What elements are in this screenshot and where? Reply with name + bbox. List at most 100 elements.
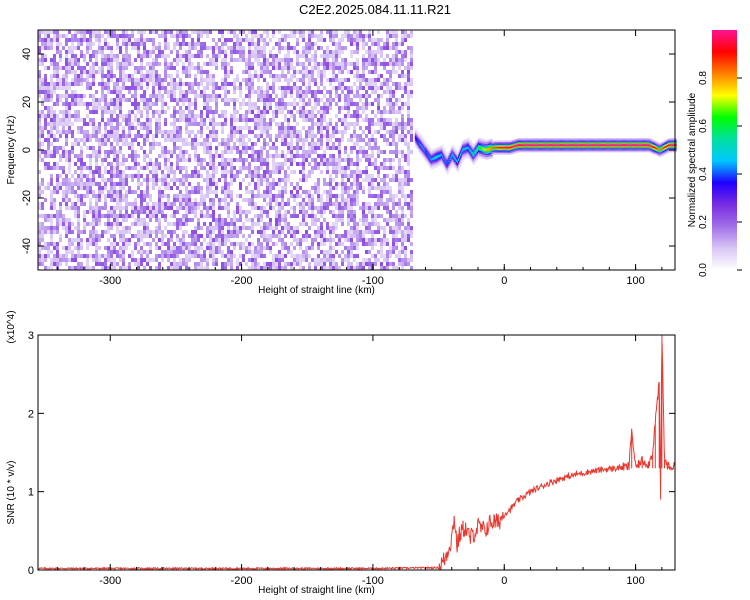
spectrogram-cell xyxy=(197,158,200,162)
spectrogram-cell xyxy=(74,102,77,106)
spectrogram-cell xyxy=(188,134,191,138)
spectrogram-cell xyxy=(65,262,68,266)
spectrogram-cell xyxy=(89,186,92,190)
spectrogram-cell xyxy=(308,234,311,238)
spectrogram-cell xyxy=(359,182,362,186)
spectrogram-cell xyxy=(65,158,68,162)
spectrogram-cell xyxy=(326,122,329,126)
spectrogram-cell xyxy=(113,166,116,170)
spectrogram-cell xyxy=(269,70,272,74)
spectrogram-cell xyxy=(173,150,176,154)
spectrogram-cell xyxy=(293,126,296,130)
spectrogram-cell xyxy=(335,222,338,226)
spectrogram-cell xyxy=(254,58,257,62)
spectrogram-cell xyxy=(311,90,314,94)
spectrogram-cell xyxy=(323,218,326,222)
spectrogram-cell xyxy=(311,134,314,138)
spectrogram-cell xyxy=(131,94,134,98)
spectrogram-cell xyxy=(254,106,257,110)
spectrogram-cell xyxy=(236,46,239,50)
spectrogram-cell xyxy=(98,138,101,142)
spectrogram-cell xyxy=(260,34,263,38)
spectrogram-cell xyxy=(398,138,401,142)
spectrogram-cell xyxy=(200,202,203,206)
spectrogram-cell xyxy=(272,98,275,102)
spectrogram-cell xyxy=(281,126,284,130)
spectrogram-cell xyxy=(392,158,395,162)
spectrogram-cell xyxy=(374,186,377,190)
spectrogram-cell xyxy=(278,230,281,234)
spectrogram-cell xyxy=(92,78,95,82)
spectrogram-cell xyxy=(281,226,284,230)
spectrogram-cell xyxy=(308,98,311,102)
spectrogram-cell xyxy=(125,182,128,186)
spectrogram-cell xyxy=(83,138,86,142)
spectrogram-cell xyxy=(398,162,401,166)
spectrogram-cell xyxy=(137,258,140,262)
spectrogram-cell xyxy=(143,218,146,222)
spectrogram-cell xyxy=(323,266,326,270)
spectrogram-cell xyxy=(149,78,152,82)
spectrogram-cell xyxy=(302,238,305,242)
spectrogram-cell xyxy=(380,202,383,206)
spectrogram-cell xyxy=(167,222,170,226)
spectrogram-cell xyxy=(245,102,248,106)
spectrogram-cell xyxy=(341,202,344,206)
spectrogram-cell xyxy=(272,90,275,94)
spectrogram-cell xyxy=(191,118,194,122)
spectrogram-cell xyxy=(314,146,317,150)
spectrogram-cell xyxy=(188,210,191,214)
spectrogram-cell xyxy=(293,134,296,138)
spectrogram-cell xyxy=(116,226,119,230)
spectrogram-cell xyxy=(251,254,254,258)
spectrogram-cell xyxy=(332,254,335,258)
spectrogram-cell xyxy=(239,130,242,134)
spectrogram-cell xyxy=(182,94,185,98)
spectrogram-cell xyxy=(275,226,278,230)
spectrogram-cell xyxy=(188,206,191,210)
spectrogram-cell xyxy=(338,254,341,258)
spectrogram-cell xyxy=(311,246,314,250)
spectrogram-cell xyxy=(68,166,71,170)
spectrogram-cell xyxy=(161,254,164,258)
spectrogram-cell xyxy=(248,210,251,214)
spectrogram-cell xyxy=(110,126,113,130)
spectrogram-cell xyxy=(347,234,350,238)
spectrogram-cell xyxy=(224,74,227,78)
spectrogram-cell xyxy=(95,162,98,166)
spectrogram-cell xyxy=(383,90,386,94)
spectrogram-cell xyxy=(218,54,221,58)
spectrogram-cell xyxy=(182,110,185,114)
spectrogram-cell xyxy=(368,262,371,266)
spectrogram-cell xyxy=(362,206,365,210)
spectrogram-cell xyxy=(158,190,161,194)
spectrogram-cell xyxy=(125,202,128,206)
spectrogram-cell xyxy=(338,106,341,110)
spectrogram-cell xyxy=(329,134,332,138)
spectrogram-cell xyxy=(308,142,311,146)
spectrogram-cell xyxy=(353,62,356,66)
spectrogram-cell xyxy=(356,198,359,202)
spectrogram-cell xyxy=(113,250,116,254)
spectrogram-cell xyxy=(356,226,359,230)
spectrogram-cell xyxy=(299,178,302,182)
spectrogram-cell xyxy=(143,78,146,82)
spectrogram-cell xyxy=(185,246,188,250)
spectrogram-cell xyxy=(365,174,368,178)
spectrogram-cell xyxy=(302,126,305,130)
spectrogram-cell xyxy=(275,78,278,82)
spectrogram-cell xyxy=(80,198,83,202)
spectrogram-cell xyxy=(350,238,353,242)
spectrogram-cell xyxy=(227,254,230,258)
spectrogram-cell xyxy=(65,34,68,38)
spectrogram-cell xyxy=(218,202,221,206)
spectrogram-cell xyxy=(314,266,317,270)
spectrogram-cell xyxy=(149,30,152,34)
spectrogram-cell xyxy=(182,154,185,158)
spectrogram-cell xyxy=(227,30,230,34)
spectrogram-cell xyxy=(341,158,344,162)
spectrogram-cell xyxy=(125,198,128,202)
spectrogram-cell xyxy=(248,174,251,178)
spectrogram-cell xyxy=(86,38,89,42)
spectrogram-cell xyxy=(191,114,194,118)
